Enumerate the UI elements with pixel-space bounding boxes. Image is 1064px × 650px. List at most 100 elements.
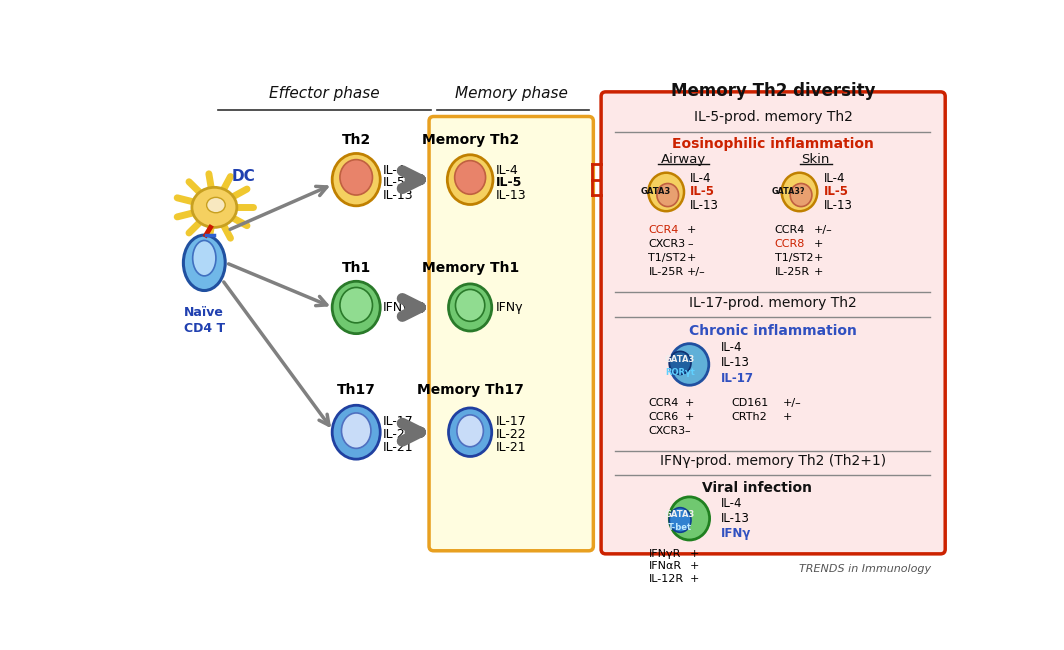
FancyBboxPatch shape xyxy=(429,116,594,551)
Text: IL-5-prod. memory Th2: IL-5-prod. memory Th2 xyxy=(694,109,852,124)
Ellipse shape xyxy=(656,183,679,207)
Text: IL-17: IL-17 xyxy=(496,415,527,428)
Text: IFNγR: IFNγR xyxy=(648,549,681,559)
Text: IL-4: IL-4 xyxy=(720,497,742,510)
Text: IL-4: IL-4 xyxy=(383,164,405,177)
Text: T1/ST2: T1/ST2 xyxy=(775,254,813,263)
Text: IL-21: IL-21 xyxy=(496,441,527,454)
Ellipse shape xyxy=(648,173,684,211)
Ellipse shape xyxy=(342,413,371,448)
Text: +: + xyxy=(685,398,694,408)
Text: IL-4: IL-4 xyxy=(825,172,846,185)
Text: GATA3?: GATA3? xyxy=(771,187,804,196)
Ellipse shape xyxy=(669,497,710,540)
Text: GATA3: GATA3 xyxy=(665,354,695,363)
Text: IL-5: IL-5 xyxy=(689,185,714,198)
Text: –: – xyxy=(685,426,691,436)
Text: Viral infection: Viral infection xyxy=(702,480,812,495)
Ellipse shape xyxy=(332,153,380,206)
Text: IL-17-prod. memory Th2: IL-17-prod. memory Th2 xyxy=(689,296,857,310)
Text: IFNγ: IFNγ xyxy=(496,301,523,314)
Text: RORγt: RORγt xyxy=(665,368,695,376)
Ellipse shape xyxy=(206,198,226,213)
Text: IL-13: IL-13 xyxy=(689,200,718,213)
Text: Chronic inflammation: Chronic inflammation xyxy=(689,324,858,337)
Text: Th1: Th1 xyxy=(342,261,371,275)
Text: +/–: +/– xyxy=(814,226,832,235)
Text: –: – xyxy=(687,239,693,250)
Text: +: + xyxy=(814,254,822,263)
Ellipse shape xyxy=(455,289,485,321)
Text: CCR4: CCR4 xyxy=(775,226,805,235)
Ellipse shape xyxy=(449,284,492,331)
Text: GATA3: GATA3 xyxy=(665,510,695,519)
Ellipse shape xyxy=(782,173,817,211)
Text: TRENDS in Immunology: TRENDS in Immunology xyxy=(799,564,931,574)
Text: +: + xyxy=(685,412,694,422)
Text: IL-5: IL-5 xyxy=(825,185,849,198)
Text: +: + xyxy=(687,226,697,235)
Ellipse shape xyxy=(669,508,691,532)
Text: Memory Th2 diversity: Memory Th2 diversity xyxy=(671,81,876,99)
Text: IL-13: IL-13 xyxy=(496,188,527,202)
Text: IL-5: IL-5 xyxy=(383,176,405,189)
Ellipse shape xyxy=(339,287,372,323)
FancyBboxPatch shape xyxy=(601,92,945,554)
Text: +/–: +/– xyxy=(782,398,801,408)
Text: +/–: +/– xyxy=(687,267,705,277)
Text: +: + xyxy=(814,239,822,250)
Ellipse shape xyxy=(339,160,372,195)
Text: CCR4: CCR4 xyxy=(648,398,679,408)
Text: IL-13: IL-13 xyxy=(720,512,749,525)
Text: Memory Th1: Memory Th1 xyxy=(421,261,519,275)
Text: IL-21: IL-21 xyxy=(383,441,413,454)
Ellipse shape xyxy=(791,183,812,207)
Text: +: + xyxy=(689,549,699,559)
Text: IL-17: IL-17 xyxy=(720,372,753,385)
Text: GATA3: GATA3 xyxy=(641,187,670,196)
Ellipse shape xyxy=(183,235,226,291)
Text: CD161: CD161 xyxy=(731,398,768,408)
Text: Eosinophilic inflammation: Eosinophilic inflammation xyxy=(672,137,875,151)
Text: IFNαR: IFNαR xyxy=(648,561,682,571)
Text: IL-22: IL-22 xyxy=(496,428,527,441)
Text: +: + xyxy=(814,267,822,277)
Text: IL-17: IL-17 xyxy=(383,415,413,428)
Text: Naïve
CD4 T: Naïve CD4 T xyxy=(184,306,225,335)
Text: CRTh2: CRTh2 xyxy=(731,412,767,422)
Text: CXCR3: CXCR3 xyxy=(648,426,685,436)
Text: IL-22: IL-22 xyxy=(383,428,413,441)
Text: Memory phase: Memory phase xyxy=(454,86,567,101)
Ellipse shape xyxy=(669,352,691,374)
Text: Effector phase: Effector phase xyxy=(269,86,380,101)
Text: T1/ST2: T1/ST2 xyxy=(648,254,687,263)
Ellipse shape xyxy=(454,161,485,194)
Text: IL-5: IL-5 xyxy=(496,176,522,189)
Text: +: + xyxy=(689,573,699,584)
Ellipse shape xyxy=(447,155,493,205)
Text: IL-25R: IL-25R xyxy=(775,267,810,277)
Text: IFNγ: IFNγ xyxy=(720,527,751,540)
Text: Skin: Skin xyxy=(801,153,829,166)
Text: IL-25R: IL-25R xyxy=(648,267,683,277)
Text: +: + xyxy=(689,561,699,571)
Ellipse shape xyxy=(456,415,483,447)
Text: IL-4: IL-4 xyxy=(720,341,742,354)
Text: CCR4: CCR4 xyxy=(648,226,679,235)
Text: Th2: Th2 xyxy=(342,133,371,148)
Text: +: + xyxy=(687,254,697,263)
Text: IFNγ: IFNγ xyxy=(383,301,411,314)
Text: +: + xyxy=(782,412,792,422)
Text: Memory Th2: Memory Th2 xyxy=(421,133,519,148)
Text: IL-13: IL-13 xyxy=(383,188,413,202)
Text: IL-12R: IL-12R xyxy=(648,573,683,584)
Ellipse shape xyxy=(449,408,492,456)
Ellipse shape xyxy=(332,405,380,459)
Text: IFNγ-prod. memory Th2 (Th2+1): IFNγ-prod. memory Th2 (Th2+1) xyxy=(660,454,886,469)
Text: Memory Th17: Memory Th17 xyxy=(417,383,523,396)
Ellipse shape xyxy=(192,187,237,228)
Ellipse shape xyxy=(193,240,216,276)
Text: IL-13: IL-13 xyxy=(825,200,853,213)
Text: CXCR3: CXCR3 xyxy=(648,239,685,250)
Text: Th17: Th17 xyxy=(337,383,376,396)
